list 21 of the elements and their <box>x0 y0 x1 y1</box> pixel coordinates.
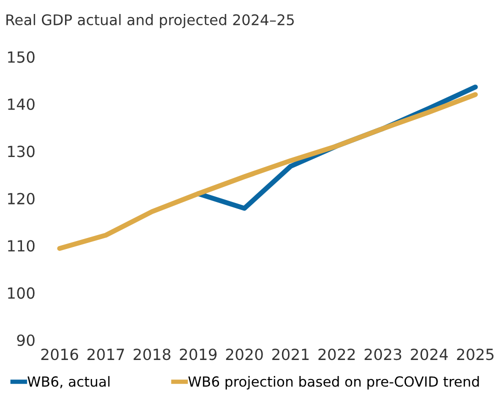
y-tick-label: 120 <box>8 192 35 204</box>
x-tick-label: 2023 <box>364 348 402 360</box>
x-tick-label: 2025 <box>457 348 494 360</box>
x-tick-label: 2024 <box>410 348 448 360</box>
y-tick-label: 130 <box>8 146 35 158</box>
y-tick-label: 110 <box>8 240 35 252</box>
x-tick-label: 2016 <box>41 348 78 360</box>
x-tick-label: 2017 <box>87 348 124 360</box>
x-tick-label: 2020 <box>226 348 263 360</box>
y-tick-label: 100 <box>8 287 35 299</box>
legend-label: WB6, actual <box>28 376 110 388</box>
x-tick-label: 2019 <box>180 348 217 360</box>
x-tick-label: 2021 <box>272 348 309 360</box>
y-tick-label: 90 <box>17 334 35 346</box>
line-series <box>57 92 478 251</box>
x-tick-label: 2022 <box>318 348 355 360</box>
chart-title: Real GDP actual and projected 2024–25 <box>6 14 294 28</box>
y-tick-label: 140 <box>8 98 35 110</box>
legend-label: WB6 projection based on pre-COVID trend <box>188 376 479 390</box>
x-tick-label: 2018 <box>134 348 170 360</box>
y-tick-label: 150 <box>8 51 35 63</box>
